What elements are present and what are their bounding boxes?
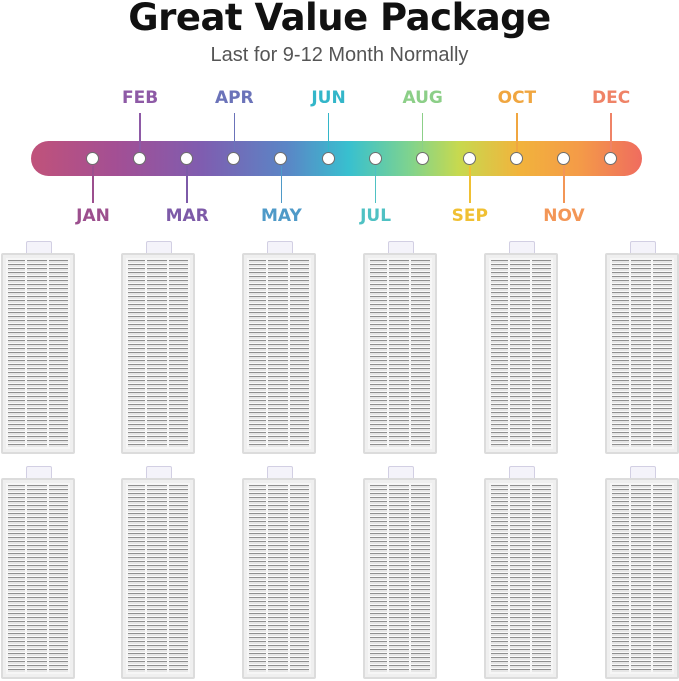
filter-rib xyxy=(387,260,389,447)
hepa-filter-icon xyxy=(605,466,679,681)
month-connector-mar xyxy=(186,165,188,203)
hepa-filter-icon xyxy=(484,466,558,681)
filter-frame xyxy=(1,478,75,679)
month-label-jan: JAN xyxy=(76,206,110,226)
month-label-mar: MAR xyxy=(165,206,209,226)
month-connector-nov xyxy=(563,165,565,203)
month-label-nov: NOV xyxy=(543,206,585,226)
month-connector-sep xyxy=(469,165,471,203)
month-connector-may xyxy=(280,165,283,203)
filter-pleats xyxy=(612,260,672,447)
filter-pleats xyxy=(491,260,551,447)
month-dot-dec xyxy=(604,151,618,165)
filter-frame xyxy=(121,478,195,679)
filter-rib xyxy=(288,485,290,672)
filter-frame xyxy=(605,478,679,679)
filter-rib xyxy=(47,260,49,447)
filter-pleats xyxy=(128,260,188,447)
month-label-jun: JUN xyxy=(311,88,346,108)
filter-frame xyxy=(605,253,679,454)
month-dot-may xyxy=(274,151,288,165)
filter-rib xyxy=(47,485,49,672)
filter-pleats xyxy=(612,485,672,672)
filter-rib xyxy=(530,260,532,447)
filter-frame xyxy=(242,478,316,679)
filter-pleats xyxy=(491,485,551,672)
filter-rib xyxy=(651,485,653,672)
filter-rib xyxy=(508,260,510,447)
filter-rib xyxy=(288,260,290,447)
month-connector-dec xyxy=(610,113,612,152)
page-subtitle: Last for 9-12 Month Normally xyxy=(210,44,469,66)
filter-rib xyxy=(629,260,631,447)
filter-rib xyxy=(530,485,532,672)
hepa-filter-icon xyxy=(1,241,75,456)
month-label-sep: SEP xyxy=(451,206,488,226)
filter-frame xyxy=(121,253,195,454)
hepa-filter-icon xyxy=(121,241,195,456)
month-connector-jul xyxy=(374,165,377,203)
hepa-filter-icon xyxy=(121,466,195,681)
month-connector-jan xyxy=(92,165,94,203)
hepa-filter-icon xyxy=(242,241,316,456)
month-dot-sep xyxy=(462,151,476,165)
filter-frame xyxy=(363,478,437,679)
month-dot-jun xyxy=(321,151,335,165)
month-label-aug: AUG xyxy=(402,88,443,108)
filter-frame xyxy=(1,253,75,454)
filter-rib xyxy=(629,485,631,672)
filter-rib xyxy=(145,485,147,672)
month-dot-apr xyxy=(227,151,241,165)
hepa-filter-icon xyxy=(605,241,679,456)
month-connector-aug xyxy=(421,113,424,152)
filter-rib xyxy=(409,260,411,447)
month-connector-oct xyxy=(516,113,518,152)
month-dot-mar xyxy=(180,151,194,165)
month-label-dec: DEC xyxy=(591,88,631,108)
filter-pleats xyxy=(370,485,430,672)
hepa-filter-icon xyxy=(484,241,558,456)
hepa-filter-icon xyxy=(242,466,316,681)
filter-rib xyxy=(167,485,169,672)
month-label-feb: FEB xyxy=(122,88,159,108)
filter-frame xyxy=(242,253,316,454)
filter-rib xyxy=(25,260,27,447)
filter-rib xyxy=(508,485,510,672)
month-timeline-bar xyxy=(31,141,642,176)
filter-pleats xyxy=(370,260,430,447)
filter-pleats xyxy=(128,485,188,672)
filter-rib xyxy=(145,260,147,447)
filter-rib xyxy=(266,260,268,447)
month-label-apr: APR xyxy=(214,88,254,108)
filter-pleats xyxy=(8,260,68,447)
filter-frame xyxy=(484,253,558,454)
month-dot-aug xyxy=(415,151,429,165)
filter-rib xyxy=(167,260,169,447)
filter-rib xyxy=(25,485,27,672)
filter-rib xyxy=(266,485,268,672)
month-label-may: MAY xyxy=(261,206,302,226)
month-dot-feb xyxy=(133,151,147,165)
month-dot-jul xyxy=(368,151,382,165)
filter-rib xyxy=(409,485,411,672)
month-label-jul: JUL xyxy=(360,206,392,226)
filter-rib xyxy=(387,485,389,672)
filter-frame xyxy=(484,478,558,679)
filter-rib xyxy=(651,260,653,447)
month-label-oct: OCT xyxy=(497,88,537,108)
page-title: Great Value Package xyxy=(128,0,551,39)
hepa-filter-icon xyxy=(1,466,75,681)
month-dot-oct xyxy=(509,151,523,165)
hepa-filter-icon xyxy=(363,466,437,681)
filter-pleats xyxy=(249,260,309,447)
filter-pleats xyxy=(8,485,68,672)
month-connector-apr xyxy=(233,113,236,152)
filter-frame xyxy=(363,253,437,454)
hepa-filter-icon xyxy=(363,241,437,456)
month-dot-nov xyxy=(557,151,570,165)
month-dot-jan xyxy=(86,151,99,165)
month-connector-feb xyxy=(139,113,141,152)
filter-pleats xyxy=(249,485,309,672)
month-connector-jun xyxy=(327,113,330,152)
